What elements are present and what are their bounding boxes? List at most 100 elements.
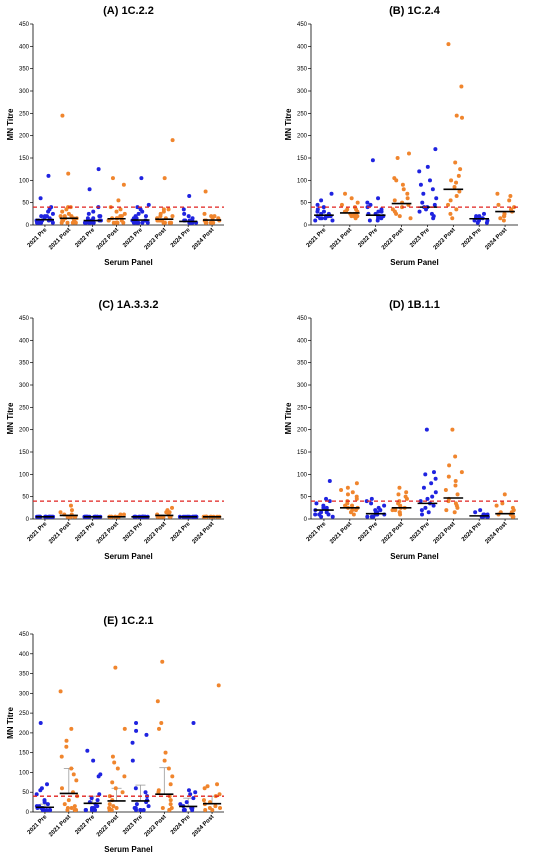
data-point (425, 164, 430, 169)
data-point (500, 501, 505, 506)
data-point (97, 214, 102, 219)
data-point (392, 198, 397, 203)
data-point (345, 485, 350, 490)
data-point (450, 216, 455, 221)
data-point (135, 205, 140, 210)
data-point (170, 138, 175, 143)
x-tick-label: 2024 Post (484, 227, 508, 251)
data-point (209, 214, 214, 219)
data-point (423, 505, 428, 510)
data-point (168, 802, 173, 807)
x-tick-label: 2023 Pre (122, 227, 144, 249)
y-tick-label: 0 (26, 517, 30, 523)
y-tick-label: 100 (297, 472, 308, 478)
data-point (350, 503, 355, 508)
data-point (110, 780, 115, 785)
y-axis-label: MN Titre (6, 108, 15, 140)
x-axis-label: Serum Panel (104, 258, 152, 267)
data-point (509, 207, 514, 212)
data-point (400, 182, 405, 187)
y-tick-label: 250 (19, 111, 30, 117)
data-point (349, 196, 354, 201)
x-tick-label: 2023 Pre (122, 521, 144, 543)
data-point (446, 474, 451, 479)
data-point (160, 659, 165, 664)
data-point (69, 766, 74, 771)
data-point (397, 499, 402, 504)
y-tick-label: 150 (19, 751, 30, 757)
data-point (58, 510, 63, 515)
data-point (433, 476, 438, 481)
data-point (454, 113, 459, 118)
data-point (430, 187, 435, 192)
chart-panel-5: (E) 1C.2.1 0 50 100 150 200 250 300 350 400 450 MN … (6, 615, 224, 854)
y-tick-label: 250 (297, 405, 308, 411)
data-point (162, 220, 167, 225)
data-point (350, 508, 355, 513)
y-tick-label: 50 (300, 495, 307, 501)
data-point (121, 512, 126, 517)
y-tick-label: 300 (19, 89, 30, 95)
chart-title: (D) 1B.1.1 (389, 299, 440, 311)
data-point (162, 176, 167, 181)
data-point (448, 211, 453, 216)
data-point (421, 485, 426, 490)
data-point (202, 211, 207, 216)
data-point (122, 726, 127, 731)
data-point (59, 786, 64, 791)
data-point (454, 193, 459, 198)
x-tick-label: 2023 Pre (409, 521, 431, 543)
data-point (143, 214, 148, 219)
data-point (146, 804, 151, 809)
data-point (64, 744, 69, 749)
chart-title: (C) 1A.3.3.2 (99, 299, 159, 311)
data-point (66, 798, 71, 803)
x-axis-label: Serum Panel (104, 845, 152, 854)
y-tick-label: 150 (297, 156, 308, 162)
data-point (397, 214, 402, 219)
data-point (202, 786, 207, 791)
data-point (495, 191, 500, 196)
data-point (69, 726, 74, 731)
y-tick-label: 400 (297, 44, 308, 50)
data-point (110, 176, 115, 181)
y-tick-label: 50 (22, 201, 29, 207)
data-point (97, 792, 102, 797)
data-point (496, 202, 501, 207)
data-point (430, 494, 435, 499)
data-point (38, 196, 43, 201)
data-point (49, 205, 54, 210)
data-point (82, 220, 87, 225)
data-point (165, 508, 170, 513)
y-tick-label: 0 (304, 223, 308, 229)
data-point (133, 214, 138, 219)
data-point (166, 207, 171, 212)
data-point (459, 84, 464, 89)
y-tick-label: 250 (297, 111, 308, 117)
x-tick-label: 2021 Post (48, 814, 72, 838)
data-point (178, 802, 183, 807)
y-axis-label: MN Titre (284, 108, 293, 140)
data-point (83, 808, 88, 813)
y-tick-label: 300 (19, 691, 30, 697)
data-point (354, 481, 359, 486)
data-point (420, 512, 425, 517)
data-point (345, 492, 350, 497)
data-point (186, 788, 191, 793)
y-tick-label: 50 (22, 495, 29, 501)
data-point (454, 207, 459, 212)
data-point (502, 211, 507, 216)
chart-panel-1: (A) 1C.2.2 0 50 100 150 200 250 300 350 400 450 MN … (6, 5, 224, 267)
data-point (397, 510, 402, 515)
data-point (170, 774, 175, 779)
y-tick-label: 450 (19, 316, 30, 322)
data-point (169, 806, 174, 811)
x-tick-label: 2022 Post (381, 227, 405, 251)
data-point (155, 699, 160, 704)
data-point (95, 798, 100, 803)
data-point (193, 790, 198, 795)
data-point (39, 786, 44, 791)
y-tick-label: 200 (19, 731, 30, 737)
y-tick-label: 350 (297, 67, 308, 73)
data-point (66, 171, 71, 176)
